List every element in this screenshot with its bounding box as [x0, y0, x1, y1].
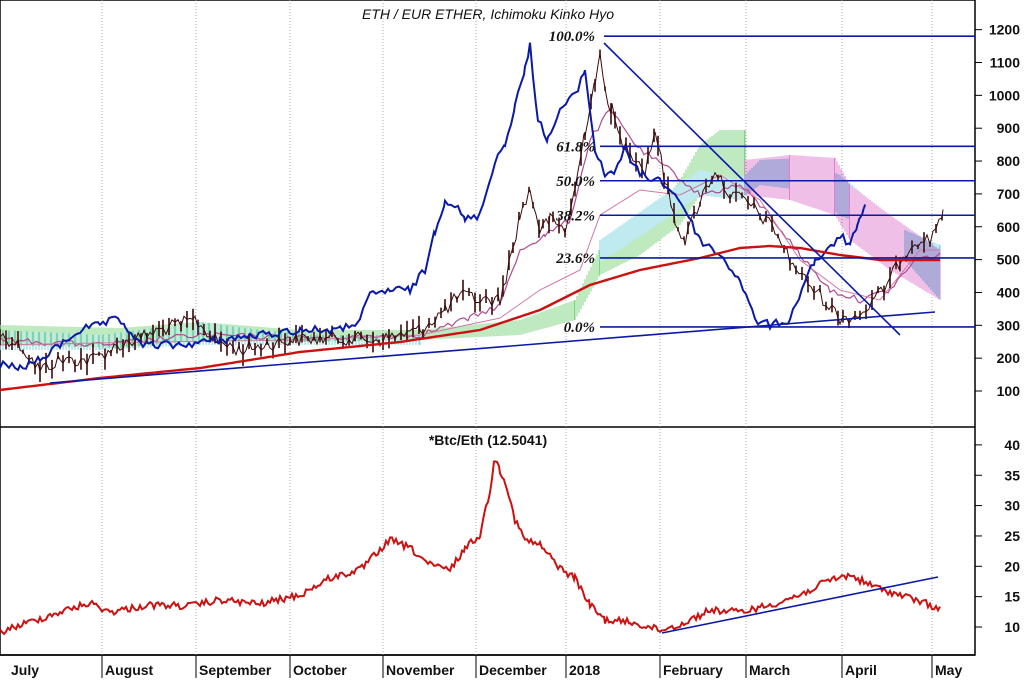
y-tick-label: 35 [1004, 467, 1020, 483]
y-tick-label: 500 [997, 252, 1021, 268]
sub-chart-title: *Btc/Eth (12.5041) [429, 432, 547, 448]
month-label: September [199, 662, 272, 678]
month-label: March [749, 662, 790, 678]
month-label: July [11, 662, 39, 678]
fib-label: 50.0% [556, 174, 595, 190]
month-label: December [479, 662, 547, 678]
y-tick-label: 15 [1004, 589, 1020, 605]
month-label: November [386, 662, 455, 678]
y-axis-top: 100 200 300 400 500 600 700 800 900 1000 1100 1200 [975, 22, 1020, 399]
y-tick-label: 40 [1004, 437, 1020, 453]
y-tick-label: 10 [1004, 619, 1020, 635]
y-tick-label: 700 [997, 186, 1021, 202]
month-label: August [105, 662, 154, 678]
y-tick-label: 300 [997, 317, 1021, 333]
month-label: April [845, 662, 877, 678]
btc-eth-ratio-line [0, 460, 941, 636]
top-series [0, 42, 944, 392]
chart-title: ETH / EUR ETHER, Ichimoku Kinko Hyo [362, 6, 614, 22]
y-tick-label: 400 [997, 284, 1021, 300]
y-tick-label: 25 [1004, 528, 1020, 544]
moving-average-line [0, 244, 940, 392]
support-trendline [49, 311, 936, 384]
y-tick-label: 1200 [989, 22, 1020, 38]
month-label: May [935, 662, 962, 678]
y-tick-label: 30 [1004, 498, 1020, 514]
bottom-series [0, 460, 941, 636]
fib-label: 0.0% [564, 320, 595, 336]
y-tick-label: 900 [997, 120, 1021, 136]
y-tick-label: 600 [997, 219, 1021, 235]
y-tick-label: 1100 [990, 55, 1021, 71]
y-tick-label: 100 [997, 383, 1021, 399]
fib-label: 23.6% [555, 251, 595, 267]
fib-label: 38.2% [555, 208, 595, 224]
y-tick-label: 20 [1004, 558, 1020, 574]
fib-label: 100.0% [549, 29, 595, 45]
kijun-line [0, 174, 940, 346]
month-label: 2018 [569, 662, 600, 678]
resistance-trendline [603, 42, 901, 336]
x-axis-months: July August September October November Decemb… [11, 662, 962, 678]
month-label: October [293, 662, 347, 678]
fibonacci-levels: 100.0% 61.8% 50.0% 38.2% 23.6% 0.0% [549, 29, 975, 336]
tenkan-line [0, 108, 941, 348]
ratio-trendline [661, 576, 939, 634]
y-axis-bottom: 10 15 20 25 30 35 40 [975, 437, 1020, 635]
fib-label: 61.8% [556, 139, 595, 155]
y-tick-label: 200 [997, 350, 1021, 366]
y-tick-label: 800 [997, 153, 1021, 169]
blue-series-line [0, 42, 866, 372]
month-label: February [663, 662, 723, 678]
y-tick-label: 1000 [989, 87, 1020, 103]
